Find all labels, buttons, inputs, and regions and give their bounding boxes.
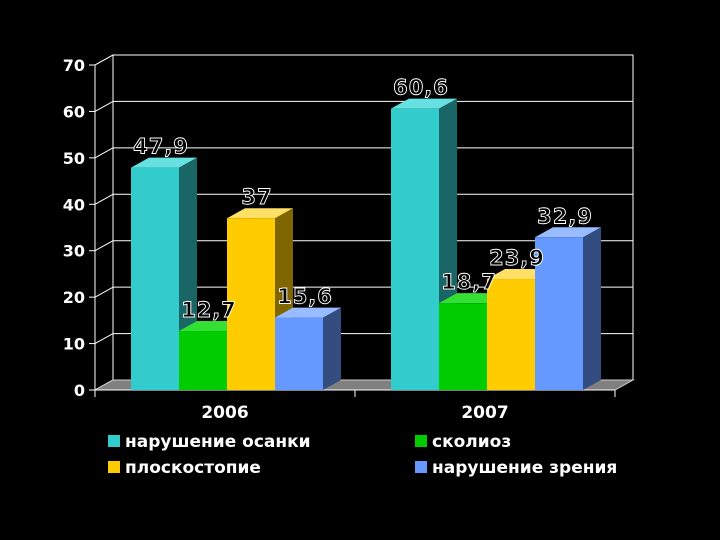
legend-label: нарушение осанки	[125, 432, 311, 452]
legend-item-1: нарушение осанки	[108, 432, 311, 452]
data-label: 23,9	[489, 246, 545, 270]
legend-label: сколиоз	[432, 432, 511, 452]
y-tick-label: 20	[63, 288, 85, 307]
data-label: 12,7	[181, 298, 237, 322]
bar-2006-4	[275, 307, 341, 390]
data-label: 37	[241, 185, 272, 209]
y-tick-label: 0	[74, 381, 85, 400]
bar-2006-3	[227, 208, 293, 390]
bar-top	[535, 227, 601, 238]
gridline-side	[94, 193, 114, 205]
legend-item-2: сколиоз	[415, 432, 511, 452]
gridline-side	[94, 240, 114, 252]
bar-top	[275, 307, 341, 318]
x-axis-categories: 2006 2007	[201, 403, 508, 423]
bar-front	[391, 108, 439, 391]
bar-front	[227, 218, 275, 390]
y-tick-label: 60	[63, 102, 85, 121]
bar-front	[179, 331, 227, 390]
y-tick-label: 30	[63, 242, 85, 261]
x-category-label: 2006	[201, 403, 248, 423]
legend-label: нарушение зрения	[432, 458, 617, 478]
bar-top	[391, 98, 457, 109]
gridline-side	[94, 54, 114, 66]
bar-front	[439, 303, 487, 390]
data-label: 18,7	[441, 270, 497, 294]
legend-swatch	[108, 461, 120, 473]
gridline-side	[94, 147, 114, 159]
legend-item-4: нарушение зрения	[415, 458, 617, 478]
gridline-side	[94, 333, 114, 345]
legend-item-3: плоскостопие	[108, 458, 261, 478]
y-tick-label: 70	[63, 56, 85, 75]
legend: нарушение осанки сколиоз плоскостопие наруш…	[108, 432, 617, 478]
data-label: 15,6	[277, 285, 333, 309]
data-label: 60,6	[393, 76, 449, 100]
gridline-side	[94, 100, 114, 112]
y-tick-label: 50	[63, 149, 85, 168]
y-tick-label: 40	[63, 195, 85, 214]
legend-label: плоскостопие	[125, 458, 261, 478]
data-label: 47,9	[133, 135, 189, 159]
bar-side	[583, 227, 601, 390]
bar-side	[323, 307, 341, 390]
x-category-label: 2007	[461, 403, 508, 423]
bar-2007-4	[535, 227, 601, 390]
bar-front	[131, 167, 179, 390]
bar-top	[131, 157, 197, 168]
gridline-side	[94, 286, 114, 298]
data-labels: 47,9 12,7 37 15,6 60,6 18,723,9 32,9	[133, 75, 593, 322]
side-wall	[94, 54, 114, 391]
y-axis-ticks: 0 10 20 30 40 50 60 70	[63, 56, 95, 400]
bar-front	[275, 317, 323, 390]
data-label: 32,9	[537, 204, 593, 228]
legend-swatch	[108, 435, 120, 447]
bar-front	[487, 279, 535, 390]
legend-swatch	[415, 435, 427, 447]
bar-top	[227, 208, 293, 219]
bar-front	[535, 237, 583, 390]
legend-swatch	[415, 461, 427, 473]
bars	[131, 98, 601, 391]
y-tick-label: 10	[63, 335, 85, 354]
bar-2007-1	[391, 98, 457, 391]
